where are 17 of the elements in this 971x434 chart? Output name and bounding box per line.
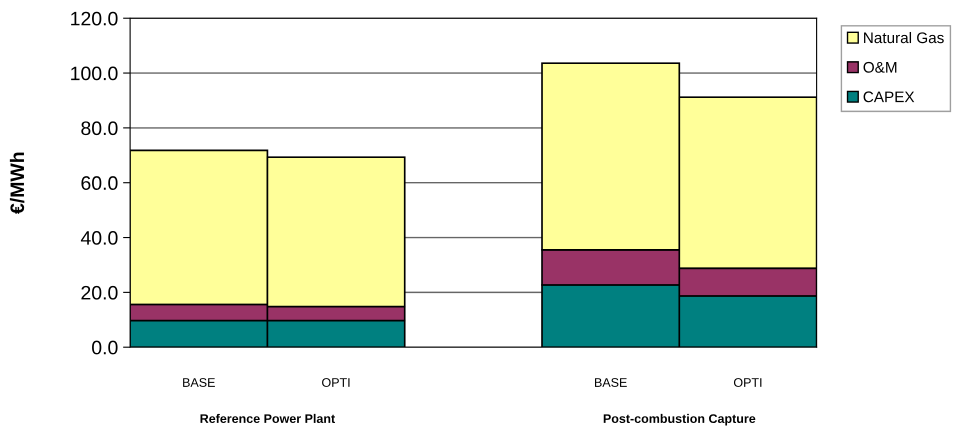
y-tick-label: 80.0 xyxy=(81,121,118,136)
text: Reference Power Plant xyxy=(200,414,335,424)
y-tick-label: 100.0 xyxy=(71,66,118,80)
legend-label: Natural Gas xyxy=(864,32,944,44)
legend-label: CAPEX xyxy=(864,91,914,102)
x-tick-label: BASE xyxy=(595,378,627,387)
y-tick-label: 60.0 xyxy=(81,176,118,190)
x-tick-label: BASE xyxy=(183,378,215,387)
y-tick-label: 120.0 xyxy=(71,12,118,26)
legend-label: O&M xyxy=(864,62,896,73)
y-tick-label: 20.0 xyxy=(81,286,118,300)
text: Post-combustion Capture xyxy=(604,414,756,426)
x-tick-label: OPTI xyxy=(734,378,762,387)
y-axis-title: €/MWh xyxy=(10,152,24,214)
y-tick-label: 0.0 xyxy=(92,340,118,354)
y-tick-label: 40.0 xyxy=(80,231,118,245)
x-tick-label: OPTI xyxy=(322,378,350,387)
